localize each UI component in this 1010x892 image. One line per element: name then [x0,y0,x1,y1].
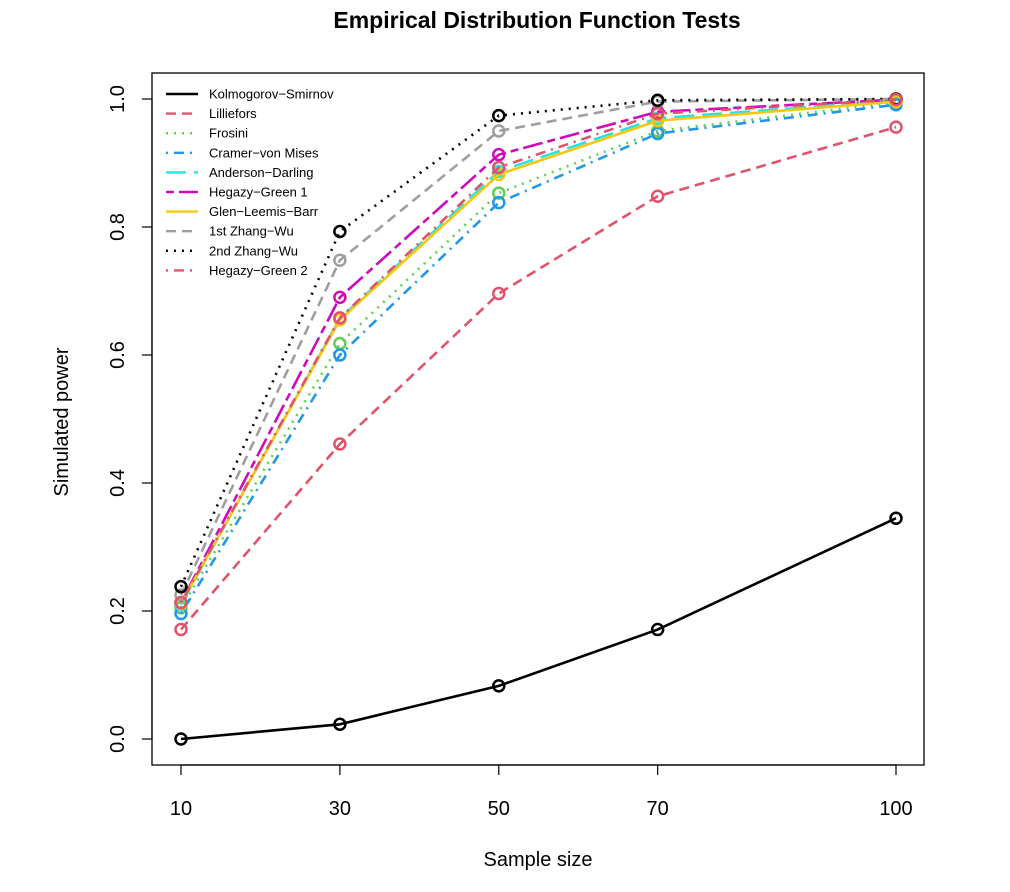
data-point [650,93,665,108]
legend-label: 1st Zhang−Wu [209,224,294,239]
series-line [179,97,897,588]
chart-title: Empirical Distribution Function Tests [333,7,740,33]
data-point [650,106,665,121]
data-point [889,92,903,107]
legend-item: Cramer−von Mises [166,145,319,160]
series-layer [174,92,903,746]
data-point [492,147,506,162]
data-point [174,595,188,610]
legend-label: Hegazy−Green 2 [209,263,308,278]
data-point [492,186,506,200]
series-1 [174,511,903,746]
data-point [492,108,506,123]
data-point [174,579,188,594]
legend-item: 1st Zhang−Wu [166,224,294,239]
legend-label: Cramer−von Mises [209,145,319,160]
data-point [174,622,188,637]
x-axis: 10 30 50 70 100 [170,764,913,820]
data-point [492,679,506,693]
data-point [650,189,665,204]
data-point [650,622,665,637]
series-line [180,125,897,631]
legend-item: 2nd Zhang−Wu [166,243,298,258]
y-axis: 0.0 0.2 0.4 0.6 0.8 1.0 [107,85,153,753]
series-line [179,98,897,604]
x-tick-label: 70 [647,798,669,820]
data-point [333,311,347,325]
data-point [492,286,506,301]
series-line [179,100,897,609]
data-point [889,511,903,525]
legend-label: Kolmogorov−Smirnov [209,87,334,102]
legend: Kolmogorov−Smirnov Lilliefors Frosini Crame… [166,87,334,278]
y-tick-label: 0.6 [107,341,129,369]
legend-label: Anderson−Darling [209,165,313,180]
data-point [889,120,903,134]
data-point [492,124,506,138]
legend-item: Hegazy−Green 2 [166,263,308,278]
legend-label: Hegazy−Green 1 [209,185,308,200]
legend-label: 2nd Zhang−Wu [209,243,298,258]
data-point [333,290,347,305]
x-axis-label: Sample size [484,849,593,871]
y-tick-label: 0.8 [107,213,129,241]
series-2 [174,120,903,637]
series-line [180,517,897,741]
data-point [333,253,347,268]
data-point [333,437,347,451]
x-tick-label: 100 [879,798,912,820]
series-10 [174,92,903,610]
data-point [333,348,347,362]
legend-item: Kolmogorov−Smirnov [166,87,334,102]
legend-item: Glen−Leemis−Barr [166,204,319,219]
x-tick-label: 30 [329,798,351,820]
legend-label: Lilliefors [209,106,257,121]
y-tick-label: 0.0 [107,725,129,753]
series-line [179,99,897,606]
data-point [650,126,665,141]
legend-item: Frosini [166,126,248,141]
legend-item: Anderson−Darling [166,165,313,180]
data-point [650,114,665,128]
data-point [333,336,347,351]
data-point [492,160,506,175]
y-tick-label: 0.2 [107,597,129,625]
data-point [492,195,506,210]
x-tick-label: 10 [170,798,192,820]
legend-item: Lilliefors [166,106,257,121]
x-tick-label: 50 [488,798,510,820]
y-axis-label: Simulated power [51,347,73,496]
y-tick-label: 0.4 [107,469,129,497]
series-9 [174,92,903,594]
y-tick-label: 1.0 [107,85,129,113]
legend-label: Glen−Leemis−Barr [209,204,319,219]
data-point [174,732,188,746]
legend-label: Frosini [209,126,248,141]
legend-item: Hegazy−Green 1 [166,185,308,200]
data-point [333,224,347,239]
series-4 [174,98,903,621]
series-line [179,103,897,615]
data-point [333,717,347,732]
